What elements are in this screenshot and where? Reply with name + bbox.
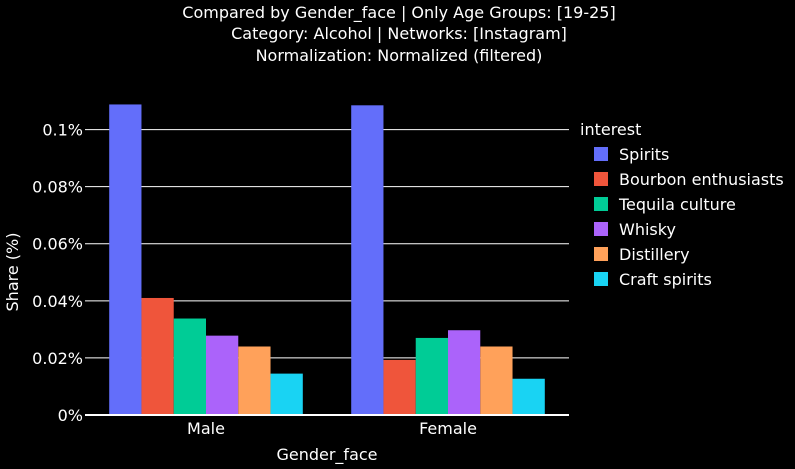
y-tick-label: 0.02% bbox=[32, 349, 83, 368]
legend-swatch bbox=[594, 172, 608, 186]
legend-label: Bourbon enthusiasts bbox=[619, 170, 784, 189]
y-tick-label: 0.06% bbox=[32, 235, 83, 254]
chart-title: Compared by Gender_face | Only Age Group… bbox=[182, 3, 615, 65]
legend-swatch bbox=[594, 147, 608, 161]
y-tick-label: 0.1% bbox=[42, 121, 83, 140]
bar-whisky bbox=[448, 330, 481, 415]
y-tick-label: 0.04% bbox=[32, 292, 83, 311]
title-line-3: Normalization: Normalized (filtered) bbox=[256, 46, 543, 65]
title-line-1: Compared by Gender_face | Only Age Group… bbox=[182, 3, 615, 23]
y-tick-labels: 0% 0.02% 0.04% 0.06% 0.08% 0.1% bbox=[32, 121, 83, 425]
bar-distillery bbox=[480, 346, 513, 415]
x-tick-labels: Male Female bbox=[187, 419, 477, 438]
legend-swatch bbox=[594, 197, 608, 211]
legend-title: interest bbox=[580, 120, 641, 139]
bars bbox=[109, 104, 545, 415]
legend-label: Distillery bbox=[619, 245, 690, 264]
legend-label: Spirits bbox=[619, 145, 669, 164]
legend: interest Spirits Bourbon enthusiasts Tequi… bbox=[580, 120, 784, 289]
legend-swatch bbox=[594, 247, 608, 261]
bar-bourbon-enthusiasts bbox=[383, 359, 416, 415]
bar-craft-spirits bbox=[270, 373, 303, 415]
legend-label: Tequila culture bbox=[618, 195, 736, 214]
y-tick-label: 0.08% bbox=[32, 178, 83, 197]
bar-craft-spirits bbox=[512, 378, 545, 415]
legend-swatch bbox=[594, 272, 608, 286]
title-line-2: Category: Alcohol | Networks: [Instagram… bbox=[231, 24, 567, 43]
bar-distillery bbox=[238, 346, 271, 415]
bar-spirits bbox=[109, 104, 142, 415]
legend-label: Craft spirits bbox=[619, 270, 712, 289]
bar-bourbon-enthusiasts bbox=[141, 297, 174, 415]
x-tick-label: Male bbox=[187, 419, 225, 438]
bar-whisky bbox=[206, 335, 239, 415]
legend-label: Whisky bbox=[619, 220, 676, 239]
x-axis-title: Gender_face bbox=[276, 445, 377, 465]
y-axis-title: Share (%) bbox=[3, 233, 22, 312]
bar-spirits bbox=[351, 105, 384, 415]
bar-tequila-culture bbox=[173, 318, 206, 415]
bar-tequila-culture bbox=[415, 337, 448, 415]
x-tick-label: Female bbox=[419, 419, 477, 438]
y-tick-label: 0% bbox=[58, 406, 83, 425]
legend-swatch bbox=[594, 222, 608, 236]
